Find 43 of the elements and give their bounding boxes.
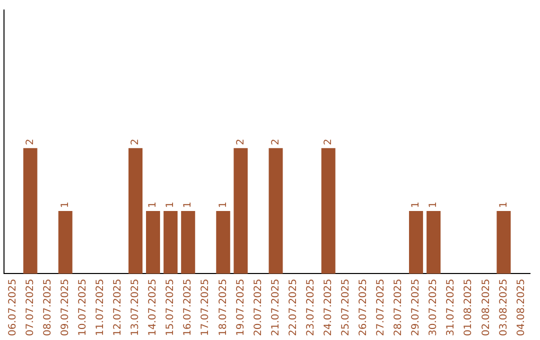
x-tick-label: 02.08.2025 (480, 278, 492, 336)
x-tick-label: 10.07.2025 (77, 278, 88, 336)
x-tick-label: 09.07.2025 (60, 278, 71, 336)
data-label: 1 (165, 202, 176, 208)
x-tick-label: 30.07.2025 (428, 278, 440, 336)
data-label: 1 (428, 202, 440, 208)
data-label: 1 (410, 202, 422, 208)
x-tick-label: 26.07.2025 (358, 278, 370, 336)
x-tick-label: 27.07.2025 (376, 278, 387, 336)
data-label: 2 (235, 138, 246, 146)
x-tick-label: 29.07.2025 (410, 278, 422, 336)
data-label: 2 (24, 138, 36, 146)
x-tick-label: 22.07.2025 (288, 278, 299, 336)
x-tick-label: 20.07.2025 (252, 278, 264, 336)
data-label: 1 (60, 202, 71, 208)
x-tick-label: 23.07.2025 (305, 278, 316, 336)
data-label: 2 (322, 138, 334, 146)
x-tick-label: 01.08.2025 (463, 278, 474, 336)
x-tick-label: 25.07.2025 (340, 278, 352, 336)
x-tick-label: 14.07.2025 (148, 278, 159, 336)
x-tick-label: 03.08.2025 (498, 278, 510, 336)
x-tick-label: 28.07.2025 (393, 278, 404, 336)
x-tick-label: 07.07.2025 (24, 278, 36, 336)
x-tick-label: 31.07.2025 (446, 278, 457, 336)
x-tick-label: 16.07.2025 (182, 278, 194, 336)
x-tick-label: 04.08.2025 (516, 278, 527, 336)
x-tick-label: 19.07.2025 (235, 278, 246, 336)
x-tick-label: 18.07.2025 (218, 278, 229, 336)
data-label: 2 (270, 138, 282, 146)
x-tick-label: 08.07.2025 (42, 278, 54, 336)
data-label: 1 (218, 202, 229, 208)
x-tick-label: 13.07.2025 (130, 278, 142, 336)
data-label: 1 (182, 202, 194, 208)
x-tick-label: 11.07.2025 (95, 278, 106, 336)
x-tick-label: 24.07.2025 (322, 278, 334, 336)
x-tick-label: 12.07.2025 (112, 278, 124, 336)
data-label: 2 (130, 138, 142, 146)
x-tick-label: 17.07.2025 (200, 278, 212, 336)
x-tick-label: 06.07.2025 (7, 278, 18, 336)
data-label: 1 (498, 202, 510, 208)
x-tick-label: 21.07.2025 (270, 278, 282, 336)
x-tick-label: 15.07.2025 (165, 278, 176, 336)
data-label: 1 (148, 202, 159, 208)
